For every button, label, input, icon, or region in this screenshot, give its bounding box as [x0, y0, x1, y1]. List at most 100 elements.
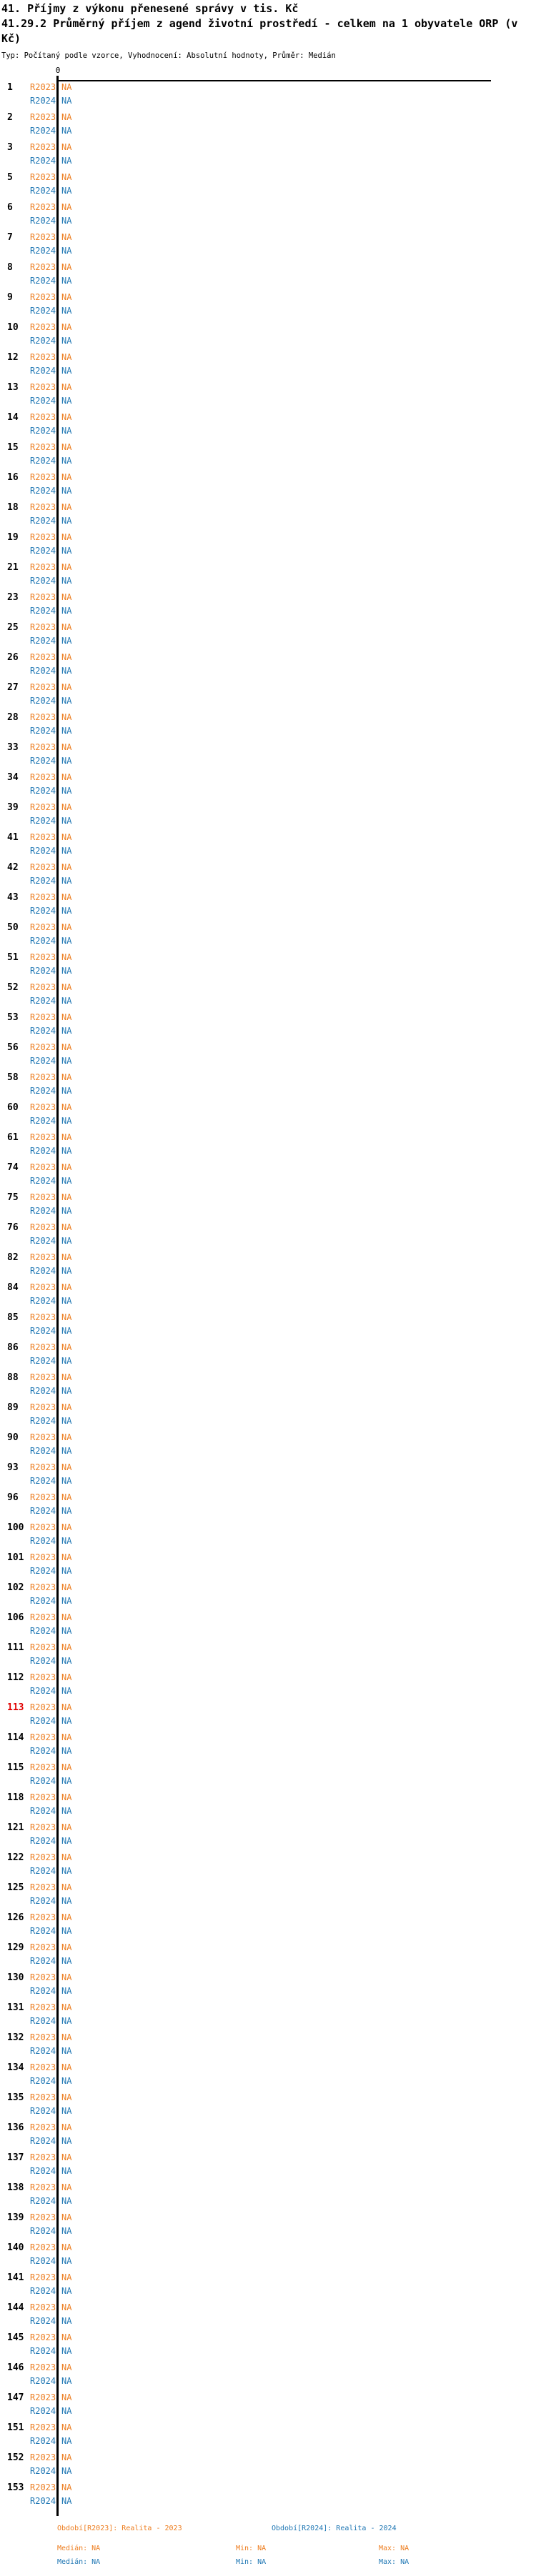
row-number: 84 [7, 1282, 19, 1293]
row-number: 85 [7, 1312, 19, 1323]
chart-row: 16 R2023 NA R2024 NA [0, 471, 536, 501]
chart-row: 61 R2023 NA R2024 NA [0, 1132, 536, 1162]
series-value-r2023: NA [61, 2092, 72, 2102]
series-line-r2024: R2024 NA [0, 1746, 536, 1757]
series-value-r2023: NA [61, 802, 72, 812]
series-line-r2024: R2024 NA [0, 996, 536, 1007]
series-label-r2024: R2024 [30, 2196, 56, 2206]
series-value-r2024: NA [61, 1656, 72, 1666]
row-number: 60 [7, 1102, 19, 1113]
series-line-r2024: R2024 NA [0, 696, 536, 707]
series-value-r2023: NA [61, 1072, 72, 1082]
series-label-r2023: R2023 [30, 1882, 56, 1892]
series-value-r2023: NA [61, 982, 72, 992]
chart-row: 74 R2023 NA R2024 NA [0, 1162, 536, 1192]
series-value-r2024: NA [61, 966, 72, 976]
series-line-r2024: R2024 NA [0, 156, 536, 166]
series-line-r2023: R2023 NA [0, 352, 536, 363]
series-line-r2024: R2024 NA [0, 1176, 536, 1187]
series-label-r2024: R2024 [30, 1056, 56, 1066]
chart-row: 140 R2023 NA R2024 NA [0, 2242, 536, 2272]
series-line-r2024: R2024 NA [0, 2226, 536, 2237]
series-label-r2023: R2023 [30, 2152, 56, 2162]
series-line-r2024: R2024 NA [0, 336, 536, 346]
series-line-r2024: R2024 NA [0, 1806, 536, 1817]
series-label-r2023: R2023 [30, 1522, 56, 1532]
series-value-r2024: NA [61, 1266, 72, 1276]
series-label-r2023: R2023 [30, 1762, 56, 1772]
series-label-r2023: R2023 [30, 1342, 56, 1352]
series-value-r2023: NA [61, 1972, 72, 1982]
series-value-r2023: NA [61, 1762, 72, 1772]
indicator-meta: Typ: Počítaný podle vzorce, Vyhodnocení:… [1, 51, 336, 60]
series-value-r2024: NA [61, 726, 72, 736]
chart-row: 90 R2023 NA R2024 NA [0, 1432, 536, 1462]
legend-max-2024: Max: NA [379, 2558, 410, 2566]
series-line-r2023: R2023 NA [0, 1762, 536, 1773]
row-number: 27 [7, 682, 19, 693]
series-label-r2023: R2023 [30, 1282, 56, 1292]
chart-row: 60 R2023 NA R2024 NA [0, 1102, 536, 1132]
series-label-r2023: R2023 [30, 1252, 56, 1262]
row-number: 141 [7, 2272, 24, 2283]
series-line-r2023: R2023 NA [0, 802, 536, 813]
chart-row: 2 R2023 NA R2024 NA [0, 111, 536, 141]
series-label-r2023: R2023 [30, 1042, 56, 1052]
series-label-r2024: R2024 [30, 276, 56, 286]
series-line-r2023: R2023 NA [0, 1402, 536, 1413]
series-label-r2024: R2024 [30, 2286, 56, 2296]
chart-row: 7 R2023 NA R2024 NA [0, 231, 536, 261]
series-label-r2023: R2023 [30, 1102, 56, 1112]
row-number: 82 [7, 1252, 19, 1263]
series-line-r2023: R2023 NA [0, 622, 536, 633]
series-value-r2023: NA [61, 2212, 72, 2222]
chart-row: 89 R2023 NA R2024 NA [0, 1402, 536, 1432]
series-label-r2023: R2023 [30, 952, 56, 962]
row-number: 86 [7, 1342, 19, 1353]
series-line-r2023: R2023 NA [0, 2002, 536, 2013]
chart-row: 34 R2023 NA R2024 NA [0, 772, 536, 802]
series-label-r2024: R2024 [30, 1716, 56, 1726]
series-value-r2023: NA [61, 1822, 72, 1832]
series-value-r2024: NA [61, 1506, 72, 1516]
chart-row: 26 R2023 NA R2024 NA [0, 652, 536, 682]
series-value-r2023: NA [61, 1792, 72, 1802]
series-label-r2024: R2024 [30, 1416, 56, 1426]
series-line-r2023: R2023 NA [0, 1522, 536, 1533]
series-value-r2023: NA [61, 352, 72, 362]
series-value-r2023: NA [61, 862, 72, 872]
series-line-r2024: R2024 NA [0, 1866, 536, 1877]
row-number: 3 [7, 142, 13, 153]
series-line-r2023: R2023 NA [0, 1432, 536, 1443]
series-label-r2023: R2023 [30, 1732, 56, 1742]
series-label-r2024: R2024 [30, 2106, 56, 2116]
series-line-r2023: R2023 NA [0, 1462, 536, 1473]
series-label-r2024: R2024 [30, 966, 56, 976]
series-line-r2024: R2024 NA [0, 1716, 536, 1727]
series-value-r2023: NA [61, 1282, 72, 1292]
series-value-r2024: NA [61, 1596, 72, 1606]
series-label-r2024: R2024 [30, 1086, 56, 1096]
series-label-r2023: R2023 [30, 982, 56, 992]
series-value-r2023: NA [61, 1042, 72, 1052]
series-label-r2024: R2024 [30, 906, 56, 916]
series-label-r2023: R2023 [30, 2092, 56, 2102]
series-value-r2024: NA [61, 2256, 72, 2266]
series-value-r2023: NA [61, 742, 72, 752]
series-label-r2023: R2023 [30, 2002, 56, 2012]
series-line-r2024: R2024 NA [0, 1656, 536, 1667]
chart-row: 122 R2023 NA R2024 NA [0, 1852, 536, 1882]
series-line-r2024: R2024 NA [0, 2436, 536, 2447]
series-label-r2024: R2024 [30, 366, 56, 376]
chart-row: 53 R2023 NA R2024 NA [0, 1012, 536, 1042]
series-value-r2024: NA [61, 636, 72, 646]
series-value-r2023: NA [61, 1192, 72, 1202]
series-line-r2024: R2024 NA [0, 1896, 536, 1907]
report-header: 41. Příjmy z výkonu přenesené správy v t… [1, 1, 535, 61]
series-label-r2024: R2024 [30, 1566, 56, 1576]
series-label-r2023: R2023 [30, 1852, 56, 1862]
series-line-r2023: R2023 NA [0, 1042, 536, 1053]
series-value-r2023: NA [61, 712, 72, 722]
series-value-r2023: NA [61, 2302, 72, 2312]
